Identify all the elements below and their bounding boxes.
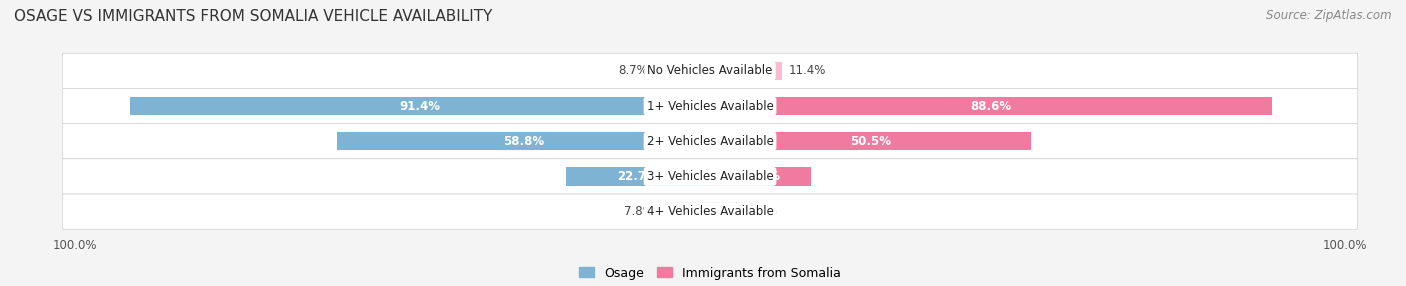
Text: 1+ Vehicles Available: 1+ Vehicles Available <box>647 100 773 112</box>
Bar <box>710 132 1031 150</box>
Bar <box>129 97 710 115</box>
Text: 11.4%: 11.4% <box>789 64 827 77</box>
Text: 3+ Vehicles Available: 3+ Vehicles Available <box>647 170 773 183</box>
Text: 7.8%: 7.8% <box>624 205 654 218</box>
Text: 50.5%: 50.5% <box>849 135 891 148</box>
Bar <box>661 202 710 221</box>
FancyBboxPatch shape <box>62 124 1358 159</box>
Text: OSAGE VS IMMIGRANTS FROM SOMALIA VEHICLE AVAILABILITY: OSAGE VS IMMIGRANTS FROM SOMALIA VEHICLE… <box>14 9 492 23</box>
Text: 91.4%: 91.4% <box>399 100 440 112</box>
Bar <box>655 62 710 80</box>
FancyBboxPatch shape <box>62 88 1358 124</box>
Legend: Osage, Immigrants from Somalia: Osage, Immigrants from Somalia <box>579 267 841 279</box>
Text: 15.9%: 15.9% <box>740 170 780 183</box>
Text: 4+ Vehicles Available: 4+ Vehicles Available <box>647 205 773 218</box>
Bar <box>337 132 710 150</box>
Text: 88.6%: 88.6% <box>970 100 1012 112</box>
Bar <box>710 167 811 186</box>
FancyBboxPatch shape <box>62 194 1358 229</box>
Text: No Vehicles Available: No Vehicles Available <box>647 64 773 77</box>
Text: 2+ Vehicles Available: 2+ Vehicles Available <box>647 135 773 148</box>
Text: Source: ZipAtlas.com: Source: ZipAtlas.com <box>1267 9 1392 21</box>
Bar <box>567 167 710 186</box>
Text: 8.7%: 8.7% <box>619 64 648 77</box>
Text: 4.9%: 4.9% <box>748 205 778 218</box>
Text: 22.7%: 22.7% <box>617 170 658 183</box>
Text: 58.8%: 58.8% <box>503 135 544 148</box>
Bar <box>710 97 1272 115</box>
Bar <box>710 202 741 221</box>
Bar <box>710 62 782 80</box>
FancyBboxPatch shape <box>62 159 1358 194</box>
FancyBboxPatch shape <box>62 53 1358 88</box>
